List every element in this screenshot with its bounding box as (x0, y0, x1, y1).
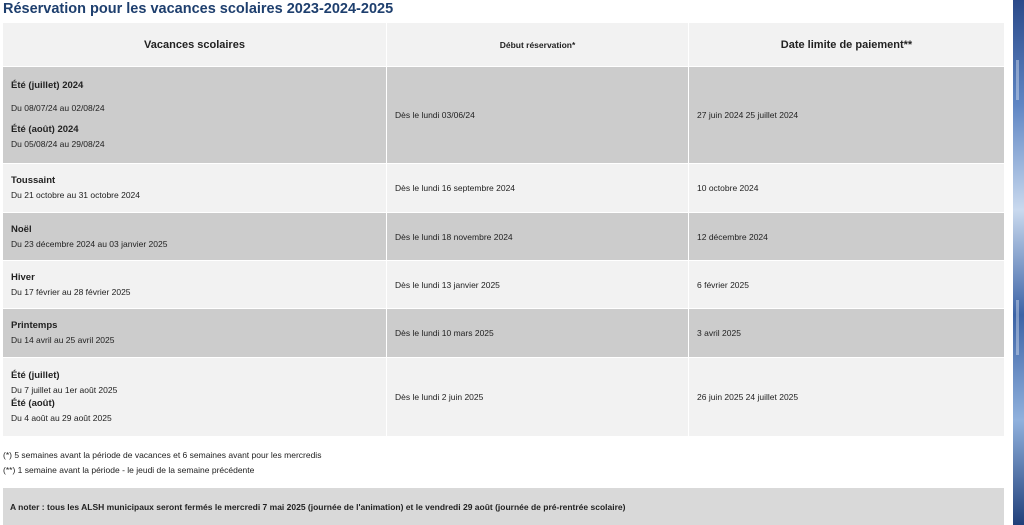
table-row: Printemps Du 14 avril au 25 avril 2025 D… (3, 309, 1004, 358)
vacation-dates: Du 14 avril au 25 avril 2025 (11, 335, 115, 345)
payment-deadline-cell: 27 juin 2024 25 juillet 2024 (689, 67, 1004, 164)
reservation-start-cell: Dès le lundi 18 novembre 2024 (387, 213, 689, 261)
reservation-start-cell: Dès le lundi 10 mars 2025 (387, 309, 689, 358)
reservation-start-cell: Dès le lundi 2 juin 2025 (387, 358, 689, 437)
closure-notice: A noter : tous les ALSH municipaux seron… (3, 488, 1004, 525)
vacation-name: Noël (11, 223, 32, 235)
table-row: Toussaint Du 21 octobre au 31 octobre 20… (3, 164, 1004, 213)
header-debut-reservation: Début réservation* (387, 23, 689, 67)
reservation-start-cell: Dès le lundi 13 janvier 2025 (387, 261, 689, 309)
background-edge-highlight (1016, 300, 1019, 355)
table-row: Hiver Du 17 février au 28 février 2025 D… (3, 261, 1004, 309)
vacation-name: Toussaint (11, 175, 56, 186)
payment-deadline-cell: 6 février 2025 (689, 261, 1004, 309)
payment-deadline-cell: 26 juin 2025 24 juillet 2025 (689, 358, 1004, 437)
vacation-dates: Du 7 juillet au 1er août 2025 (11, 385, 118, 395)
reservation-start-cell: Dès le lundi 16 septembre 2024 (387, 164, 689, 213)
vacation-dates: Du 23 décembre 2024 au 03 janvier 2025 (11, 238, 168, 249)
vacation-dates: Du 05/08/24 au 29/08/24 (11, 139, 105, 149)
table-row: Été (juillet) 2024 Du 08/07/24 au 02/08/… (3, 67, 1004, 164)
reservation-start-cell: Dès le lundi 03/06/24 (387, 67, 689, 164)
table-header-row: Vacances scolaires Début réservation* Da… (3, 23, 1004, 67)
vacation-name: Été (août) 2024 (11, 124, 79, 135)
payment-deadline-cell: 12 décembre 2024 (689, 213, 1004, 261)
vacation-name: Printemps (11, 320, 58, 331)
background-edge-highlight (1016, 60, 1019, 100)
header-vacances: Vacances scolaires (3, 23, 387, 67)
header-date-limite: Date limite de paiement** (689, 23, 1004, 67)
vacation-cell: Hiver Du 17 février au 28 février 2025 (3, 261, 387, 309)
vacation-name: Été (juillet) 2024 (11, 80, 84, 91)
vacation-cell: Noël Du 23 décembre 2024 au 03 janvier 2… (3, 213, 387, 261)
payment-deadline-cell: 10 octobre 2024 (689, 164, 1004, 213)
footnote-payment: (**) 1 semaine avant la période - le jeu… (3, 465, 255, 475)
vacation-dates: Du 08/07/24 au 02/08/24 (11, 103, 105, 113)
reservation-table: Vacances scolaires Début réservation* Da… (3, 23, 1004, 437)
vacation-cell: Été (juillet) 2024 Du 08/07/24 au 02/08/… (3, 67, 387, 164)
table-row: Noël Du 23 décembre 2024 au 03 janvier 2… (3, 213, 1004, 261)
vacation-name: Hiver (11, 271, 35, 283)
table-row: Été (juillet) Du 7 juillet au 1er août 2… (3, 358, 1004, 437)
page-title: Réservation pour les vacances scolaires … (3, 1, 394, 17)
payment-deadline-cell: 3 avril 2025 (689, 309, 1004, 358)
vacation-name: Été (août) (11, 398, 55, 409)
vacation-dates: Du 4 août au 29 août 2025 (11, 413, 112, 423)
vacation-cell: Été (juillet) Du 7 juillet au 1er août 2… (3, 358, 387, 437)
vacation-dates: Du 17 février au 28 février 2025 (11, 286, 131, 297)
footnote-reservation: (*) 5 semaines avant la période de vacan… (3, 450, 322, 460)
background-edge (1013, 0, 1024, 525)
vacation-cell: Toussaint Du 21 octobre au 31 octobre 20… (3, 164, 387, 213)
vacation-name: Été (juillet) (11, 370, 60, 381)
vacation-cell: Printemps Du 14 avril au 25 avril 2025 (3, 309, 387, 358)
vacation-dates: Du 21 octobre au 31 octobre 2024 (11, 190, 141, 200)
